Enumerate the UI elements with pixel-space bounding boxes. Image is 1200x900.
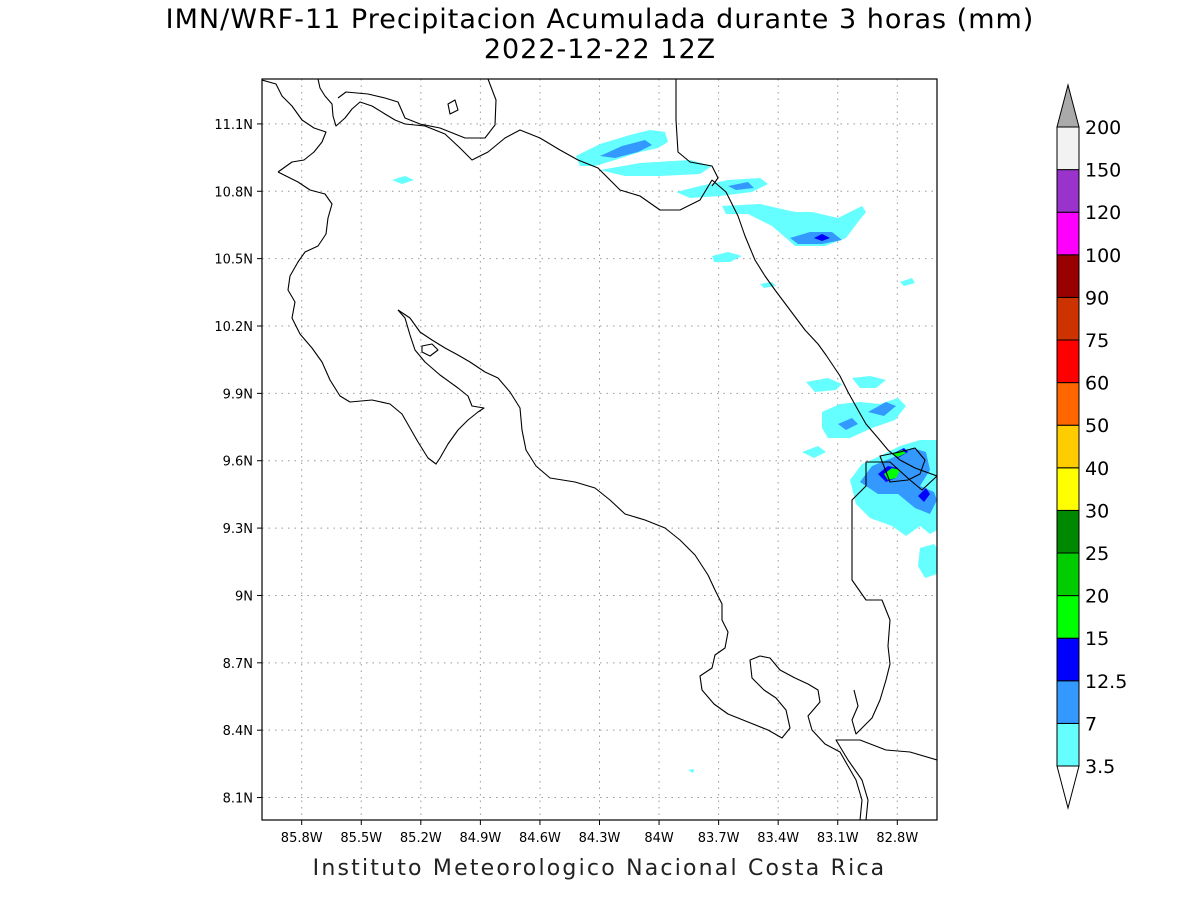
lon-tick-label: 83.4W (757, 831, 799, 846)
lon-tick-label: 84.9W (459, 831, 501, 846)
colorbar-label: 120 (1085, 202, 1121, 224)
lat-lon-grid (262, 79, 937, 820)
colorbar-label: 40 (1085, 458, 1109, 480)
colorbar-label: 20 (1085, 586, 1109, 608)
lon-tick-label: 83.1W (817, 831, 859, 846)
colorbar-label: 100 (1085, 245, 1121, 267)
colorbar-label: 7 (1085, 713, 1097, 735)
longitude-axis: 85.8W 85.5W 85.2W 84.9W 84.6W 84.3W 84W 83.7W 83… (281, 820, 918, 846)
lat-tick-label: 10.5N (214, 253, 253, 268)
colorbar-swatch (1056, 169, 1080, 213)
colorbar-swatch (1056, 339, 1080, 384)
latitude-axis: 11.1N 10.8N 10.5N 10.2N 9.9N 9.6N 9.3N 9N 8.7N 8.… (214, 118, 262, 807)
colorbar-swatch (1056, 467, 1080, 511)
colorbar-swatch (1056, 424, 1080, 469)
colorbar-label: 200 (1085, 117, 1121, 139)
colorbar-swatch (1056, 680, 1080, 724)
lat-tick-label: 9.9N (223, 387, 253, 402)
colorbar-label: 15 (1085, 628, 1109, 650)
lat-tick-label: 10.8N (214, 185, 253, 200)
colorbar-label: 150 (1085, 160, 1121, 182)
lat-tick-label: 11.1N (214, 118, 253, 133)
lon-tick-label: 85.5W (340, 831, 382, 846)
lon-tick-label: 85.8W (281, 831, 323, 846)
lat-tick-label: 10.2N (214, 320, 253, 335)
lon-tick-label: 83.7W (698, 831, 740, 846)
map-subtitle-date: 2022-12-22 12Z (483, 34, 717, 65)
lat-tick-label: 9N (235, 589, 253, 604)
colorbar-over-arrow (1056, 83, 1080, 128)
colorbar-swatch (1056, 254, 1080, 298)
credit-text: Instituto Meteorologico Nacional Costa R… (312, 856, 887, 881)
colorbar-legend: 3.5 7 12.5 15 20 25 30 40 50 60 75 90 100 120 150 200 (1056, 83, 1127, 810)
colorbar-swatch (1056, 211, 1080, 256)
colorbar-label: 60 (1085, 373, 1109, 395)
colorbar-label: 25 (1085, 543, 1109, 565)
lat-tick-label: 8.1N (223, 792, 253, 807)
lat-tick-label: 8.4N (223, 724, 253, 739)
lat-tick-label: 8.7N (223, 657, 253, 672)
precip-3.5mm (392, 130, 937, 773)
colorbar-label: 90 (1085, 287, 1109, 309)
colorbar-swatch (1056, 722, 1080, 767)
lon-tick-label: 82.8W (876, 831, 918, 846)
colorbar-label: 30 (1085, 500, 1109, 522)
colorbar-swatch (1056, 296, 1080, 341)
lon-tick-label: 84.6W (519, 831, 561, 846)
lon-tick-label: 85.2W (400, 831, 442, 846)
colorbar-swatch (1056, 552, 1080, 597)
lon-tick-label: 84.3W (579, 831, 621, 846)
coastline-and-borders (262, 79, 937, 820)
colorbar-under-arrow (1056, 765, 1080, 810)
colorbar-swatch (1056, 595, 1080, 639)
precipitation-field (392, 130, 937, 773)
colorbar-swatch (1056, 509, 1080, 554)
colorbar-swatch (1056, 126, 1080, 171)
lon-tick-label: 84W (644, 831, 674, 846)
colorbar-label: 12.5 (1085, 671, 1127, 693)
colorbar-label: 50 (1085, 415, 1109, 437)
colorbar-swatch (1056, 637, 1080, 682)
colorbar-label: 3.5 (1085, 756, 1115, 778)
lat-tick-label: 9.6N (223, 455, 253, 470)
lat-tick-label: 9.3N (223, 522, 253, 537)
colorbar-swatch (1056, 382, 1080, 426)
map-title: IMN/WRF-11 Precipitacion Acumulada duran… (165, 4, 1035, 35)
colorbar-label: 75 (1085, 330, 1109, 352)
